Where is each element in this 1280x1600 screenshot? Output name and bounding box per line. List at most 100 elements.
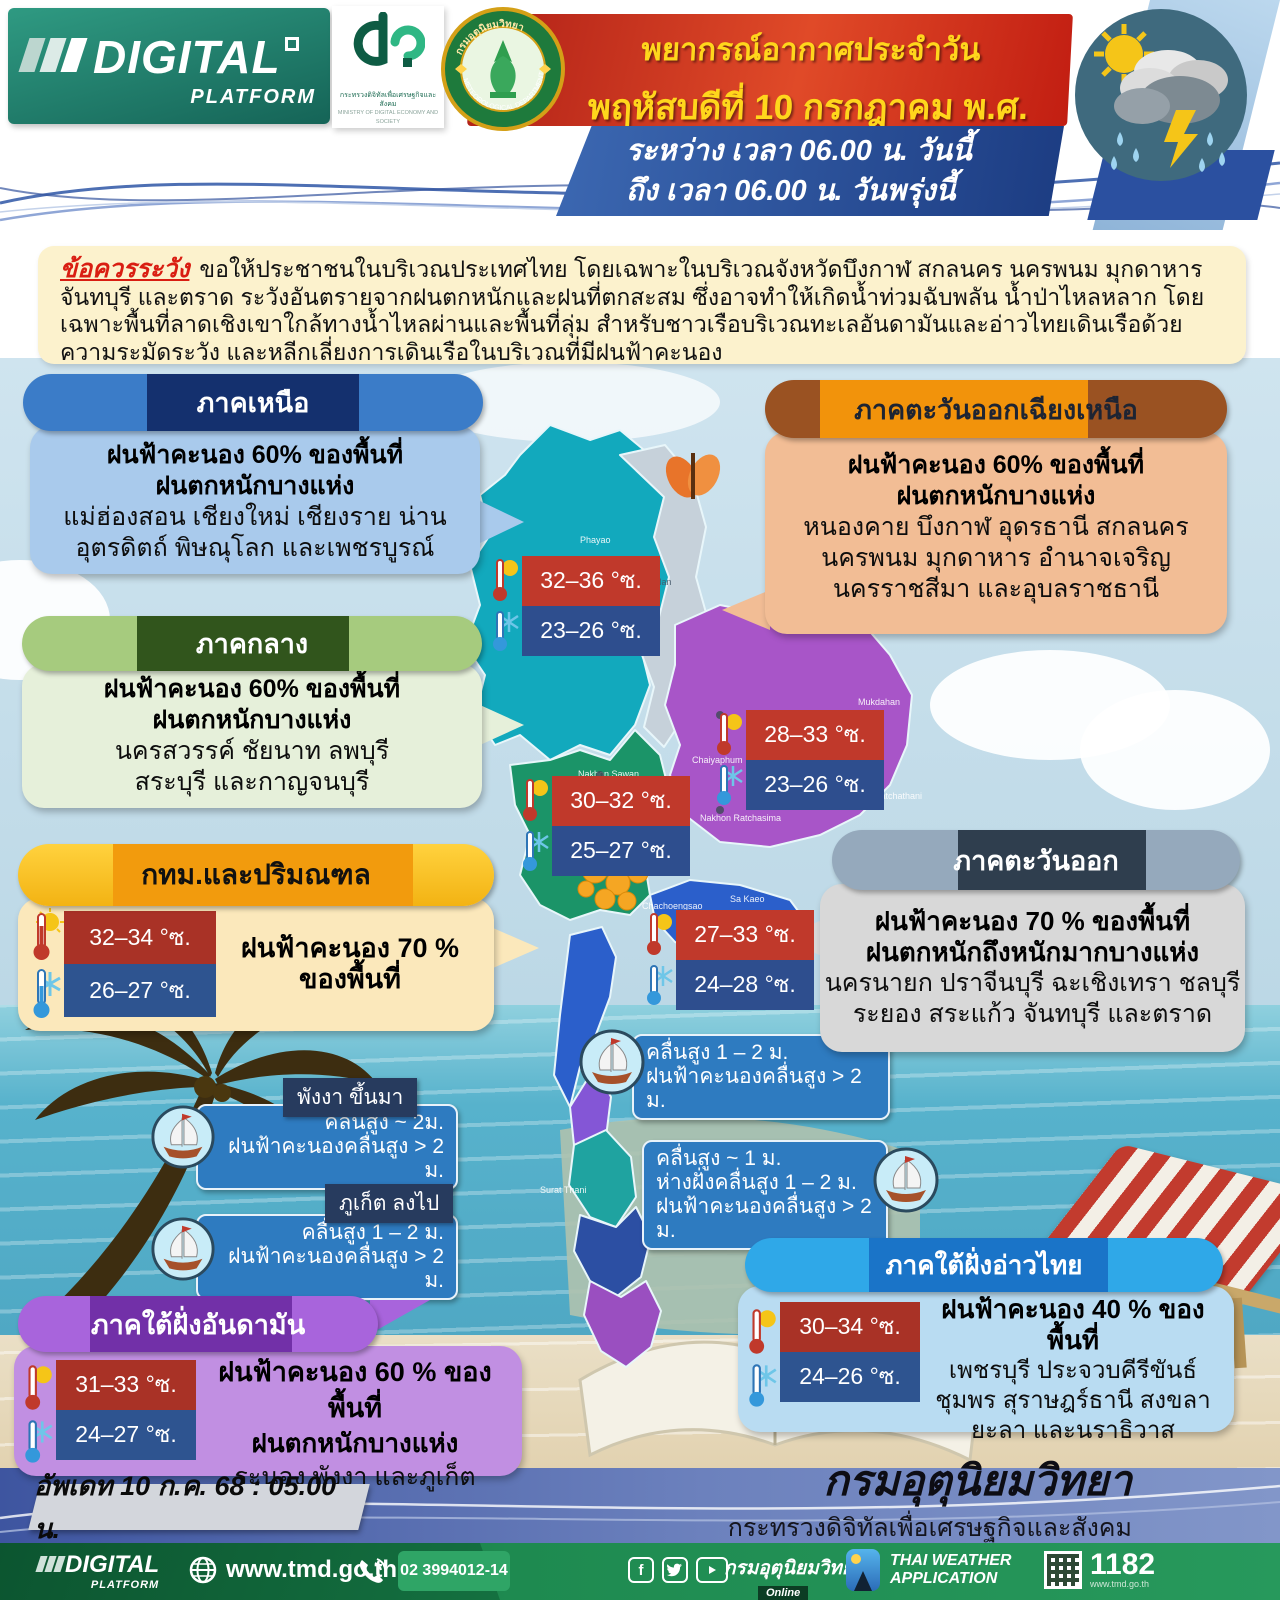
south-andaman-forecast-line: ฝนตกหนักบางแห่ง [251,1428,459,1458]
marine-box-gulf-lower: คลื่นสูง ~ 1 ม. ห่างฝั่งคลื่นสูง 1 – 2 ม… [642,1140,888,1250]
region-box-bangkok: 32–34 °ซ. 26–27 °ซ. ฝนฟ้าคะนอง 70 % ของพ… [18,898,494,1031]
map-label: Sa Kaeo [730,894,765,904]
digital-platform-logo: DIGITAL PLATFORM [8,8,330,124]
region-name-east: ภาคตะวันออก [953,845,1119,876]
map-temp-north: 32–36 °ซ. 23–26 °ซ. [488,556,660,656]
hotline-website: www.tmd.go.th [1090,1579,1150,1589]
region-box-south-andaman: 31–33 °ซ. 24–27 °ซ. ฝนฟ้าคะนอง 60 % ของพ… [14,1346,522,1491]
bangkok-max-temp: 32–34 °ซ. [64,911,216,964]
region-box-south-gulf: 30–34 °ซ. 24–26 °ซ. ฝนฟ้าคะนอง 40 % ของพ… [738,1286,1234,1444]
region-header-south-andaman: ภาคใต้ฝั่งอันดามัน [18,1296,378,1352]
map-region-deep-south [583,1280,662,1368]
region-name-northeast: ภาคตะวันออกเฉียงเหนือ [854,394,1138,425]
south-gulf-provinces: ยะลา และนราธิวาส [971,1417,1175,1444]
south-andaman-temps: 31–33 °ซ. 24–27 °ซ. [56,1360,196,1460]
qr-code[interactable] [1044,1551,1082,1589]
bangkok-temps: 32–34 °ซ. 26–27 °ซ. [64,911,216,1017]
south-andaman-forecast-line: ฝนฟ้าคะนอง 60 % ของพื้นที่ [218,1357,492,1423]
south-gulf-forecast-line: ฝนฟ้าคะนอง 40 % ของพื้นที่ [941,1294,1205,1355]
south-andaman-min-temp: 24–27 °ซ. [56,1410,196,1460]
map-butterfly [665,453,721,499]
ministry-logo-icon [353,11,426,67]
map-label: Mukdahan [858,697,900,707]
south-gulf-max-temp: 30–34 °ซ. [780,1302,920,1352]
map-label: Chachoengsao [642,901,703,911]
ship-icon [151,1217,215,1281]
footer-digital-platform-logo: DIGITAL PLATFORM [35,1551,160,1591]
facebook-icon[interactable]: f [628,1557,654,1583]
wave-height-line: ฝนฟ้าคะนองคลื่นสูง > 2 ม. [656,1195,872,1242]
region-name-north: ภาคเหนือ [196,388,310,418]
twitter-icon[interactable] [662,1557,688,1583]
east-provinces: นครนายก ปราจีนบุรี ฉะเชิงเทรา ชลบุรี [824,969,1241,997]
thermometer-icons [25,1365,53,1463]
thermometer-hot-icon [33,908,64,960]
thermometer-icons [493,559,519,651]
wave-height-line: คลื่นสูง ~ 1 ม. [656,1147,782,1170]
map-temp-east: 27–33 °ซ. 24–28 °ซ. [642,910,814,1010]
region-header-east: ภาคตะวันออก [832,830,1240,890]
warning-label: ข้อควรระวัง [60,255,190,283]
footer-social-account-name[interactable]: กรมอุตุนิยมวิทยา [724,1558,864,1579]
region-header-south-gulf: ภาคใต้ฝั่งอ่าวไทย [745,1238,1223,1292]
thai-weather-app-icon[interactable] [846,1549,880,1591]
map-label: Nan [655,577,672,587]
north-box-pointer [478,500,524,544]
andaman-box-pointer [370,1300,430,1334]
wave-height-line: ห่างฝั่งคลื่นสูง 1 – 2 ม. [656,1171,857,1194]
northeast-forecast-line: ฝนฟ้าคะนอง 60% ของพื้นที่ [847,451,1145,479]
marine-label-phangnga: พังงา ขึ้นมา [283,1078,418,1117]
thermometer-icons [717,713,743,805]
region-box-north: ฝนฟ้าคะนอง 60% ของพื้นที่ ฝนตกหนักบางแห่… [30,426,480,574]
footer-website-text[interactable]: www.tmd.go.th [226,1556,398,1583]
northeast-max-temp: 28–33 °ซ. [746,710,884,760]
thermometer-icons [523,779,549,871]
north-provinces: แม่ฮ่องสอน เชียงใหม่ เชียงราย น่าน [63,503,447,531]
map-label: Chaiyaphum [692,755,743,765]
northeast-min-temp: 23–26 °ซ. [746,760,884,810]
agency-ministry: กระทรวงดิจิทัลเพื่อเศรษฐกิจและสังคม [727,1514,1132,1542]
wave-height-line: คลื่นสูง 1 – 2 ม. [301,1221,444,1244]
region-name-central: ภาคกลาง [195,629,309,659]
agency-name: กรมอุตุนิยมวิทยา [823,1457,1132,1504]
footer-weather-app[interactable]: THAI WEATHER APPLICATION [846,1549,1011,1591]
brand-name: DIGITAL [93,31,281,83]
central-min-temp: 25–27 °ซ. [552,826,690,876]
map-label: Nakhon Ratchasima [700,813,781,823]
map-temp-central: 30–32 °ซ. 25–27 °ซ. [518,776,690,876]
central-max-temp: 30–32 °ซ. [552,776,690,826]
ship-icon [151,1105,215,1169]
wave-height-line: คลื่นสูง 1 – 2 ม. [646,1041,789,1064]
footer-hotline[interactable]: 1182 www.tmd.go.th [1044,1548,1156,1589]
thermometer-icons [647,913,673,1005]
footer-brand-sub: PLATFORM [90,1579,160,1591]
south-gulf-provinces: เพชรบุรี ประจวบคีรีขันธ์ [948,1357,1198,1384]
south-andaman-max-temp: 31–33 °ซ. [56,1360,196,1410]
north-forecast-line: ฝนตกหนักบางแห่ง [155,472,355,500]
region-header-northeast: ภาคตะวันออกเฉียงเหนือ [765,380,1227,438]
region-name-bangkok: กทม.และปริมณฑล [141,859,371,890]
footer-phone[interactable]: 02 3994012-14 [398,1551,510,1591]
thermometer-icons [749,1309,777,1407]
hotline-number: 1182 [1090,1548,1156,1581]
region-header-central: ภาคกลาง [22,616,482,671]
map-label: Surat Thani [540,1185,586,1195]
youtube-icon[interactable] [696,1557,728,1583]
north-forecast-line: ฝนฟ้าคะนอง 60% ของพื้นที่ [106,441,404,469]
region-name-south-gulf: ภาคใต้ฝั่งอ่าวไทย [885,1249,1083,1280]
warning-box: ข้อควรระวัง ขอให้ประชาชนในบริเวณประเทศไทย… [38,246,1246,365]
footer-social-label[interactable]: กรมอุตุนิยมวิทยา Online [724,1553,864,1600]
footer-website-link[interactable]: www.tmd.go.th [188,1555,397,1585]
logo-square-icon [284,37,299,51]
globe-icon [189,1556,217,1584]
lightning-icon [1164,110,1198,168]
region-box-east: ฝนฟ้าคะนอง 70 % ของพื้นที่ ฝนตกหนักถึงหน… [820,884,1245,1052]
wave-height-line: ฝนฟ้าคะนองคลื่นสูง > 2 ม. [228,1245,444,1292]
south-gulf-min-temp: 24–26 °ซ. [780,1352,920,1402]
agency-signature: กรมอุตุนิยมวิทยา กระทรวงดิจิทัลเพื่อเศรษ… [728,1458,1132,1548]
region-header-bangkok: กทม.และปริมณฑล [18,844,494,906]
north-max-temp: 32–36 °ซ. [522,556,660,606]
ship-icon [873,1147,939,1213]
central-box-pointer [480,705,524,745]
